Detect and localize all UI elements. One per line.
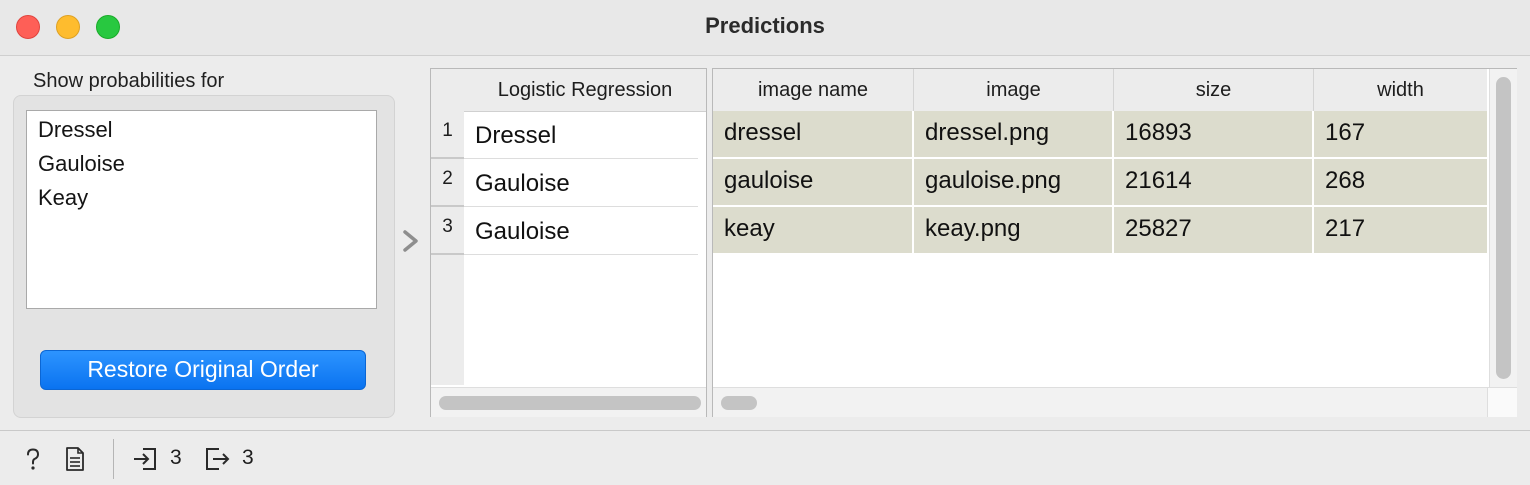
input-count: 3 bbox=[170, 446, 182, 469]
column-header-width[interactable]: width bbox=[1377, 79, 1424, 101]
title-bar: Predictions bbox=[0, 0, 1530, 56]
horizontal-scrollbar[interactable] bbox=[713, 387, 1487, 417]
report-icon[interactable] bbox=[62, 446, 88, 472]
row-header-gutter bbox=[431, 255, 464, 385]
row-header-2[interactable]: 2 bbox=[431, 159, 464, 207]
row-header-3[interactable]: 3 bbox=[431, 207, 464, 255]
class-list[interactable]: Dressel Gauloise Keay bbox=[26, 110, 377, 309]
cell-width[interactable]: 268 bbox=[1314, 159, 1487, 205]
class-item-keay[interactable]: Keay bbox=[38, 185, 89, 210]
prediction-cell[interactable]: Dressel bbox=[464, 111, 698, 159]
window-title: Predictions bbox=[705, 13, 825, 38]
cell-width[interactable]: 217 bbox=[1314, 207, 1487, 253]
table-row[interactable]: keay keay.png 25827 217 bbox=[713, 207, 1487, 255]
scrollbar-thumb[interactable] bbox=[721, 396, 757, 410]
output-icon[interactable] bbox=[204, 446, 230, 472]
scrollbar-thumb[interactable] bbox=[439, 396, 701, 410]
table-corner bbox=[431, 69, 465, 112]
output-count: 3 bbox=[242, 446, 254, 469]
cell-image[interactable]: dressel.png bbox=[914, 111, 1114, 157]
prediction-cell[interactable]: Gauloise bbox=[464, 159, 698, 207]
cell-size[interactable]: 16893 bbox=[1114, 111, 1314, 157]
class-item-dressel[interactable]: Dressel bbox=[38, 117, 113, 142]
table-row[interactable]: gauloise gauloise.png 21614 268 bbox=[713, 159, 1487, 207]
column-header-image-name[interactable]: image name bbox=[713, 69, 914, 111]
status-separator bbox=[113, 439, 114, 479]
horizontal-scrollbar[interactable] bbox=[431, 387, 706, 417]
minimize-window-button[interactable] bbox=[56, 15, 80, 39]
column-header-image[interactable]: image bbox=[914, 69, 1114, 111]
data-table-header: image name image size width bbox=[713, 69, 1487, 112]
class-item-gauloise[interactable]: Gauloise bbox=[38, 151, 125, 176]
help-icon[interactable] bbox=[20, 446, 46, 472]
column-header-size[interactable]: size bbox=[1114, 69, 1314, 111]
status-bar: 3 3 bbox=[0, 430, 1530, 485]
cell-image[interactable]: gauloise.png bbox=[914, 159, 1114, 205]
maximize-window-button[interactable] bbox=[96, 15, 120, 39]
show-probabilities-label: Show probabilities for bbox=[33, 70, 225, 92]
data-table: image name image size width dressel dres… bbox=[712, 68, 1517, 417]
scrollbar-thumb[interactable] bbox=[1496, 77, 1511, 379]
scroll-corner bbox=[1487, 387, 1517, 417]
row-header-1[interactable]: 1 bbox=[431, 111, 464, 159]
restore-original-order-button[interactable]: Restore Original Order bbox=[40, 350, 366, 390]
close-window-button[interactable] bbox=[16, 15, 40, 39]
cell-size[interactable]: 21614 bbox=[1114, 159, 1314, 205]
input-icon[interactable] bbox=[132, 446, 158, 472]
cell-image-name[interactable]: keay bbox=[713, 207, 914, 253]
predictions-table: Logistic Regression 1 2 3 Dressel Gauloi… bbox=[430, 68, 707, 417]
cell-image-name[interactable]: dressel bbox=[713, 111, 914, 157]
table-row[interactable]: dressel dressel.png 16893 167 bbox=[713, 111, 1487, 159]
cell-size[interactable]: 25827 bbox=[1114, 207, 1314, 253]
prediction-cell[interactable]: Gauloise bbox=[464, 207, 698, 255]
cell-width[interactable]: 167 bbox=[1314, 111, 1487, 157]
column-header-logistic-regression[interactable]: Logistic Regression bbox=[464, 69, 706, 112]
vertical-scrollbar[interactable] bbox=[1489, 69, 1517, 387]
cell-image-name[interactable]: gauloise bbox=[713, 159, 914, 205]
chevron-right-icon[interactable] bbox=[400, 226, 422, 256]
cell-image[interactable]: keay.png bbox=[914, 207, 1114, 253]
